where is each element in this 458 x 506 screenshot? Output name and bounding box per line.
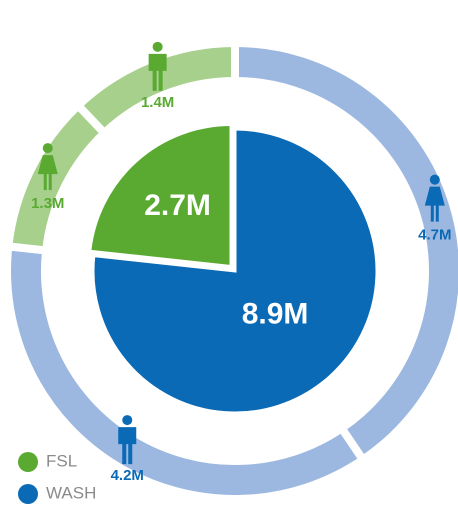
- female-icon: [37, 143, 58, 191]
- pie-slice: [91, 127, 379, 415]
- icon-head: [122, 415, 133, 426]
- male-icon: [148, 41, 167, 91]
- icon-body: [148, 53, 167, 91]
- icon-body: [424, 186, 445, 222]
- value-label: 8.9M: [242, 298, 309, 331]
- female-icon: [424, 174, 445, 222]
- male-icon: [118, 415, 137, 465]
- icon-body: [118, 427, 137, 465]
- legend-swatch: [18, 452, 38, 472]
- icon-head: [152, 41, 163, 52]
- icon-body: [37, 155, 58, 191]
- legend-label: FSL: [46, 451, 77, 470]
- value-label: 4.7M: [418, 227, 451, 244]
- legend-label: WASH: [46, 483, 96, 502]
- value-label: 1.4M: [141, 94, 174, 111]
- value-label: 1.3M: [31, 195, 64, 212]
- pie-slice: [88, 123, 233, 269]
- ring-segment: [3, 99, 110, 255]
- legend-swatch: [18, 484, 38, 504]
- icon-head: [429, 174, 440, 185]
- icon-head: [42, 143, 53, 154]
- value-label: 4.2M: [111, 467, 144, 484]
- value-label: 2.7M: [144, 189, 211, 222]
